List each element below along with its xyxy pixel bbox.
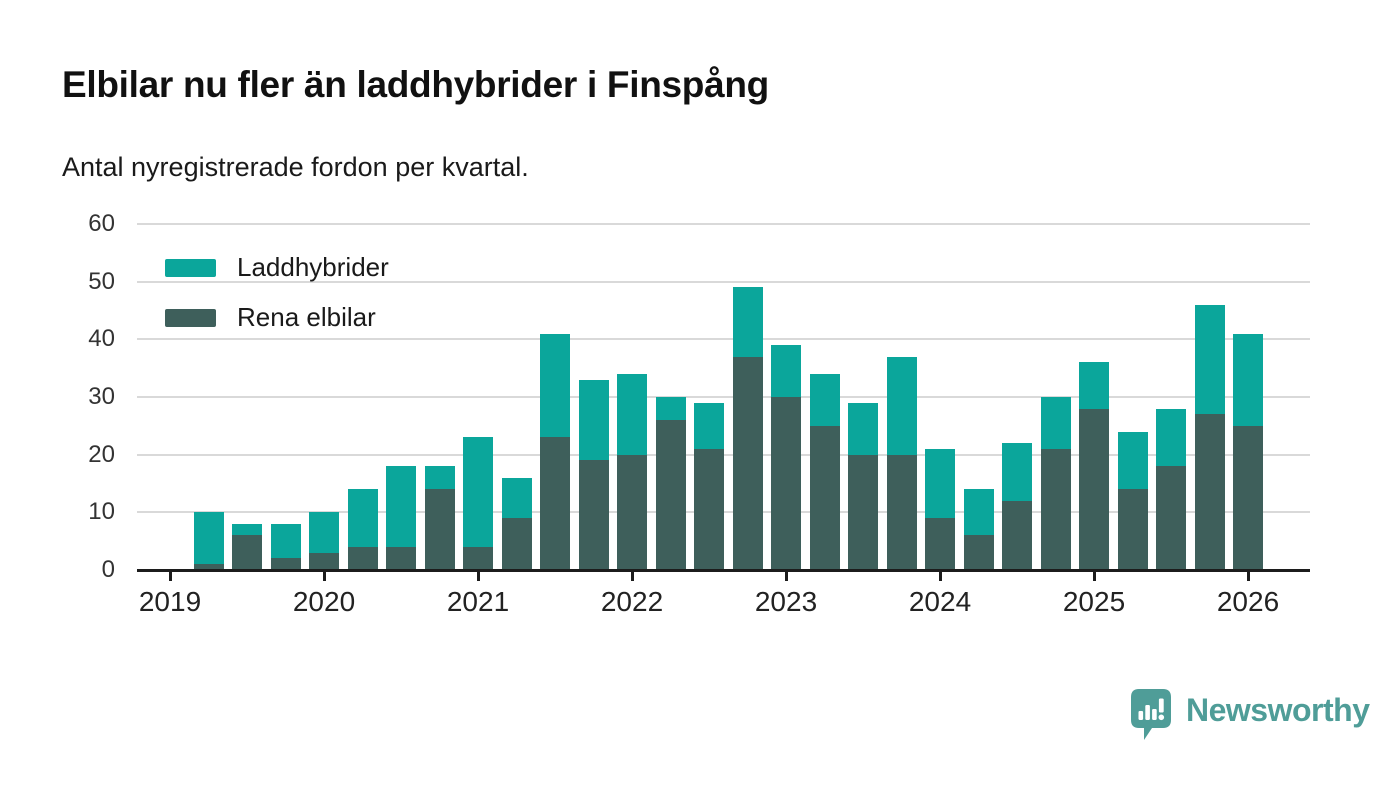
- bar-2019-Q2-rena-elbilar: [193, 564, 224, 570]
- bar-2020-Q4-laddhybrider: [424, 466, 455, 490]
- bar-2021-Q2-laddhybrider: [501, 477, 532, 519]
- bar-2024-Q2-laddhybrider: [963, 489, 994, 536]
- newsworthy-wordmark: Newsworthy: [1186, 692, 1370, 728]
- bar-2021-Q1-laddhybrider: [463, 437, 493, 547]
- page-title: Elbilar nu fler än laddhybrider i Finspå…: [62, 64, 769, 105]
- legend-item-laddhybrider: Laddhybrider: [165, 252, 389, 283]
- x-tick-2023: [784, 572, 788, 581]
- bar-2022-Q3-rena-elbilar: [694, 448, 724, 570]
- bar-2025-Q2-rena-elbilar: [1117, 489, 1148, 570]
- bar-2024-Q3-laddhybrider: [1002, 443, 1032, 501]
- bar-2023-Q3-rena-elbilar: [848, 454, 878, 570]
- bar-2025-Q3-rena-elbilar: [1156, 466, 1186, 570]
- bar-2024-Q2-rena-elbilar: [963, 535, 994, 570]
- bar-2024-Q1-rena-elbilar: [925, 518, 955, 570]
- bar-2025-Q3-laddhybrider: [1156, 408, 1186, 467]
- bar-2022-Q1-rena-elbilar: [617, 454, 647, 570]
- bar-2025-Q1-laddhybrider: [1079, 362, 1109, 409]
- bar-2025-Q2-laddhybrider: [1117, 431, 1148, 490]
- x-tick-2021: [476, 572, 480, 581]
- bar-2023-Q4-rena-elbilar: [886, 454, 917, 570]
- bar-2019-Q3-laddhybrider: [232, 523, 262, 536]
- x-axis-label-2025: 2025: [1062, 586, 1126, 617]
- bar-2024-Q3-rena-elbilar: [1002, 500, 1032, 570]
- bar-2020-Q3-rena-elbilar: [386, 546, 416, 570]
- bar-2021-Q4-laddhybrider: [578, 379, 609, 461]
- bar-2026-Q1-rena-elbilar: [1233, 425, 1263, 570]
- bar-2023-Q2-laddhybrider: [809, 373, 840, 426]
- bar-2019-Q3-rena-elbilar: [232, 535, 262, 570]
- y-axis-label-10: 10: [88, 498, 115, 526]
- gridline-40: [137, 338, 1310, 341]
- x-axis-line: [137, 569, 1310, 572]
- x-tick-2026: [1246, 572, 1250, 581]
- x-tick-2020: [322, 572, 326, 581]
- x-axis-label-2020: 2020: [292, 586, 356, 617]
- bar-2021-Q3-laddhybrider: [540, 333, 570, 438]
- bar-2022-Q4-rena-elbilar: [732, 356, 763, 570]
- bar-2020-Q2-rena-elbilar: [347, 546, 378, 570]
- bar-2021-Q4-rena-elbilar: [578, 460, 609, 570]
- bar-2023-Q2-rena-elbilar: [809, 425, 840, 570]
- bar-2022-Q4-laddhybrider: [732, 287, 763, 357]
- bar-2024-Q4-laddhybrider: [1040, 397, 1071, 449]
- laddhybrider-swatch-icon: [165, 258, 216, 277]
- x-tick-2025: [1092, 572, 1096, 581]
- gridline-30: [137, 396, 1310, 398]
- bar-2024-Q1-laddhybrider: [925, 448, 955, 519]
- bar-2022-Q3-laddhybrider: [694, 402, 724, 449]
- x-axis-label-2023: 2023: [754, 586, 818, 617]
- bar-2025-Q4-laddhybrider: [1194, 304, 1225, 415]
- bar-2020-Q1-rena-elbilar: [309, 552, 339, 570]
- bar-2020-Q4-rena-elbilar: [424, 489, 455, 570]
- branding: Newsworthy: [1131, 689, 1370, 741]
- y-axis-label-40: 40: [88, 325, 115, 353]
- x-axis-label-2019: 2019: [138, 586, 202, 617]
- bar-2023-Q4-laddhybrider: [886, 356, 917, 455]
- bar-2023-Q1-rena-elbilar: [771, 397, 801, 570]
- bar-2025-Q4-rena-elbilar: [1194, 414, 1225, 570]
- bar-2023-Q1-laddhybrider: [771, 345, 801, 397]
- newsworthy-logo-icon: [1131, 689, 1171, 740]
- bar-2021-Q3-rena-elbilar: [540, 437, 570, 570]
- bar-2020-Q1-laddhybrider: [309, 512, 339, 553]
- bar-2020-Q3-laddhybrider: [386, 466, 416, 547]
- y-axis-label-30: 30: [88, 383, 115, 410]
- x-axis-label-2026: 2026: [1216, 586, 1280, 617]
- bar-2021-Q2-rena-elbilar: [501, 518, 532, 570]
- legend-item-rena-elbilar: Rena elbilar: [165, 302, 389, 333]
- y-axis-label-20: 20: [88, 440, 115, 468]
- bar-2019-Q4-rena-elbilar: [270, 558, 301, 570]
- x-axis-label-2022: 2022: [600, 586, 664, 617]
- x-axis-label-2021: 2021: [446, 586, 510, 617]
- bar-2019-Q4-laddhybrider: [270, 523, 301, 559]
- bar-2025-Q1-rena-elbilar: [1079, 408, 1109, 570]
- bar-2020-Q2-laddhybrider: [347, 489, 378, 547]
- chart-area: 0 10 20 30 40 50 60 2019 2020 2021 2022 2023 2024 20…: [88, 210, 1310, 617]
- x-tick-2022: [630, 572, 634, 581]
- legend: Laddhybrider Rena elbilar: [165, 252, 389, 352]
- x-tick-2019: [168, 572, 172, 581]
- bar-2026-Q1-laddhybrider: [1233, 333, 1263, 426]
- gridline-60: [137, 223, 1310, 225]
- legend-label: Laddhybrider: [237, 252, 389, 282]
- gridline-50: [137, 280, 1310, 283]
- bar-2019-Q2-laddhybrider: [193, 512, 224, 565]
- legend-label: Rena elbilar: [237, 302, 376, 332]
- x-tick-2024: [938, 572, 942, 581]
- bar-2022-Q2-rena-elbilar: [655, 420, 686, 570]
- y-axis-label-60: 60: [88, 210, 115, 237]
- bar-2021-Q1-rena-elbilar: [463, 546, 493, 570]
- y-axis-label-0: 0: [101, 556, 115, 583]
- bar-2022-Q1-laddhybrider: [617, 373, 647, 455]
- page-subtitle: Antal nyregistrerade fordon per kvartal.: [62, 152, 529, 182]
- x-axis-label-2024: 2024: [908, 586, 972, 617]
- bar-2022-Q2-laddhybrider: [655, 397, 686, 421]
- bar-2024-Q4-rena-elbilar: [1040, 448, 1071, 570]
- bar-2023-Q3-laddhybrider: [848, 402, 878, 455]
- y-axis-label-50: 50: [88, 267, 115, 295]
- rena-elbilar-swatch-icon: [165, 308, 216, 327]
